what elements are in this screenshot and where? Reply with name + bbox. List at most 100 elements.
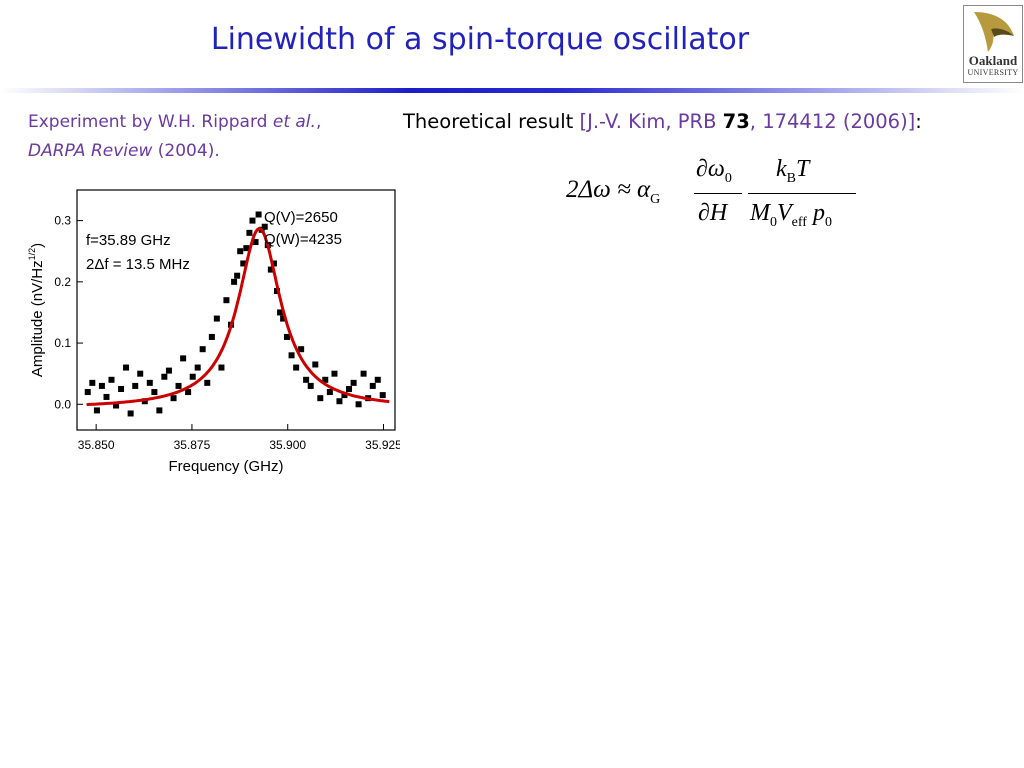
annotation-width: 2Δf = 13.5 MHz: [86, 256, 190, 273]
formula-frac2-num-sub: B: [786, 170, 796, 186]
formula-frac1-bar: [694, 193, 742, 194]
data-point: [246, 229, 253, 236]
experiment-citation: Experiment by W.H. Rippard et al., DARPA…: [28, 108, 398, 166]
data-point: [137, 370, 144, 377]
x-tick-label: 35.925: [365, 438, 400, 452]
linewidth-formula: 2Δω ≈ αG ∂ω0 ∂H kBT M0Veff p0: [560, 150, 860, 245]
data-point: [255, 211, 262, 218]
formula-frac1-num: ∂ω0: [696, 156, 732, 187]
data-point: [252, 239, 259, 246]
data-point: [223, 297, 230, 304]
data-point: [326, 389, 333, 396]
experiment-citation-etal: et al.: [272, 112, 316, 132]
formula-alpha-sub: G: [650, 192, 661, 207]
data-point: [237, 248, 244, 255]
data-point: [270, 260, 277, 267]
data-point: [312, 361, 319, 368]
data-point: [336, 398, 343, 405]
data-point: [156, 407, 163, 414]
data-point: [204, 379, 211, 386]
x-ticks: 35.850 35.875 35.900 35.925: [78, 424, 402, 452]
experiment-citation-year: (2004).: [152, 141, 220, 161]
y-tick-label: 0.2: [54, 275, 71, 289]
formula-frac1-num-text: ∂ω: [696, 156, 725, 182]
x-tick-label: 35.850: [78, 438, 115, 452]
data-point: [123, 364, 130, 371]
formula-frac1-den: ∂H: [698, 200, 728, 226]
y-axis-label: Amplitude (nV/Hz1/2): [27, 243, 46, 377]
data-point: [317, 395, 324, 402]
spectrum-chart: 35.850 35.875 35.900 35.925 0.0 0.1 0.2 0.3 Fr…: [20, 180, 402, 480]
data-point: [277, 309, 284, 316]
data-point: [249, 217, 256, 224]
data-point: [267, 266, 274, 273]
formula-lhs-text: 2Δω ≈ α: [566, 176, 651, 203]
logo-line1: Oakland: [968, 53, 1018, 68]
theory-ref-volume: 73: [722, 110, 750, 133]
data-point: [170, 395, 177, 402]
data-point: [374, 376, 381, 383]
data-point: [234, 272, 241, 279]
data-point: [208, 333, 215, 340]
data-point: [283, 333, 290, 340]
data-point: [346, 385, 353, 392]
theory-citation: Theoretical result [J.-V. Kim, PRB 73, 1…: [403, 110, 922, 133]
data-point: [93, 407, 100, 414]
data-point: [360, 370, 367, 377]
data-point: [98, 382, 105, 389]
formula-frac2-den-m-sub: 0: [770, 214, 777, 230]
logo-line2: UNIVERSITY: [967, 68, 1019, 77]
data-point: [151, 389, 158, 396]
y-axis-label-text: Amplitude (nV/Hz: [29, 260, 46, 377]
data-point: [231, 278, 238, 285]
data-point: [189, 373, 196, 380]
data-point: [165, 367, 172, 374]
lorentzian-fit-line: [86, 227, 390, 407]
annotation-qv: Q(V)=2650: [264, 209, 338, 226]
formula-frac2-den: M0Veff p0: [750, 200, 832, 231]
data-point: [146, 379, 153, 386]
formula-lhs: 2Δω ≈ αG: [566, 176, 660, 208]
data-point: [175, 382, 182, 389]
formula-frac2-den-p-sub: 0: [824, 214, 832, 230]
data-point: [132, 382, 139, 389]
slide-title: Linewidth of a spin-torque oscillator: [210, 22, 750, 57]
data-point: [261, 223, 268, 230]
y-tick-label: 0.1: [54, 336, 71, 350]
formula-frac2-bar: [748, 193, 856, 194]
data-point: [341, 392, 348, 399]
data-point: [350, 379, 357, 386]
x-tick-label: 35.875: [174, 438, 211, 452]
data-point: [218, 364, 225, 371]
x-tick-label: 35.900: [269, 438, 306, 452]
data-point: [161, 373, 168, 380]
data-point: [89, 379, 96, 386]
data-point: [199, 346, 206, 353]
sail-icon: [974, 12, 1014, 52]
data-point: [288, 352, 295, 359]
oakland-logo: Oakland UNIVERSITY: [963, 5, 1023, 83]
data-point: [113, 402, 120, 409]
theory-ref-rest: , 174412 (2006)]: [749, 110, 916, 133]
data-point: [379, 392, 386, 399]
spectrum-chart-svg: 35.850 35.875 35.900 35.925 0.0 0.1 0.2 0.3 Fr…: [27, 189, 402, 475]
formula-frac1-num-sub: 0: [724, 170, 732, 186]
data-point: [180, 355, 187, 362]
experiment-citation-comma: ,: [315, 112, 322, 132]
formula-frac2-den-m: M: [750, 200, 770, 226]
data-point: [298, 346, 305, 353]
theory-ref-open: [J.-V. Kim, PRB: [579, 110, 723, 133]
formula-frac2-den-v: V: [777, 200, 792, 226]
y-axis-label-close: ): [29, 243, 46, 248]
data-point: [243, 245, 250, 252]
data-point: [369, 382, 376, 389]
data-point: [84, 389, 91, 396]
experiment-citation-prefix: Experiment by W.H. Rippard: [28, 112, 273, 132]
data-point: [280, 315, 287, 322]
data-point: [185, 389, 192, 396]
y-axis-label-sup: 1/2: [27, 248, 37, 261]
data-point: [108, 376, 115, 383]
formula-frac2-num: kBT: [776, 156, 809, 187]
data-point: [331, 370, 338, 377]
data-point: [127, 410, 134, 417]
